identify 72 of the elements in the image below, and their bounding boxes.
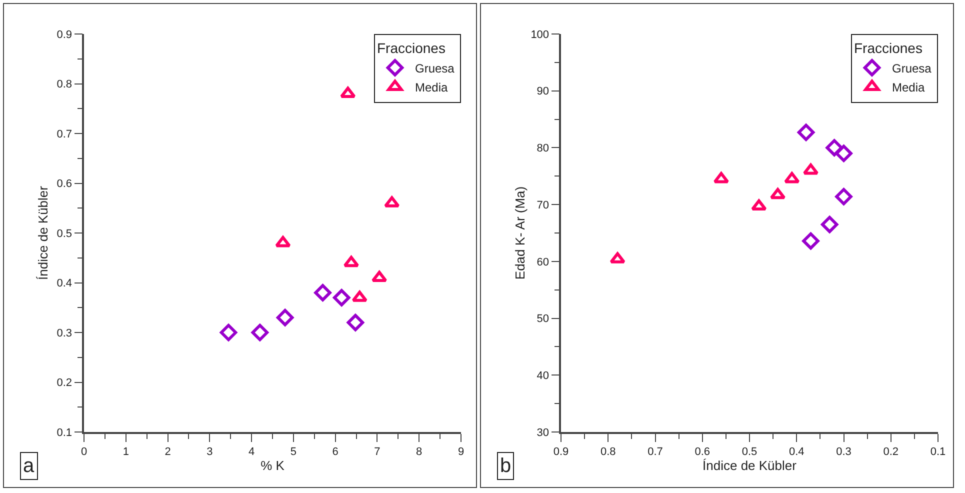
y-tick-label: 0.2 <box>56 377 72 390</box>
point <box>797 124 815 142</box>
text: b <box>500 455 512 477</box>
y-tick-label: 0.8 <box>56 78 72 91</box>
y-tick-label: 100 <box>530 28 550 41</box>
point <box>343 256 360 268</box>
y-tick-label: 30 <box>536 426 550 439</box>
x-tick-label: 3 <box>206 446 213 458</box>
text: a <box>23 455 35 477</box>
y-axis-title: Índice de Kübler <box>36 185 50 280</box>
legend-title: Fracciones <box>854 40 922 56</box>
x-tick-label: 0.8 <box>600 446 616 458</box>
x-tick-label: 0.7 <box>648 446 663 458</box>
legend-label: Media <box>415 80 448 94</box>
y-tick-label: 0.3 <box>56 327 72 340</box>
point <box>770 188 786 200</box>
point <box>220 324 238 342</box>
y-axis-title: Edad K- Ar (Ma) <box>512 186 528 280</box>
x-tick-label: 1 <box>122 446 129 458</box>
legend-label: Gruesa <box>415 61 455 76</box>
y-tick-label: 0.1 <box>56 426 72 439</box>
x-tick-label: 0.5 <box>742 446 758 458</box>
point <box>610 252 626 264</box>
x-tick-label: 0 <box>80 446 88 458</box>
x-tick-label: 2 <box>164 446 171 458</box>
x-tick-label: 0.1 <box>930 446 946 458</box>
x-tick-label: 0.3 <box>836 446 852 458</box>
y-tick-label: 0.6 <box>56 178 72 190</box>
y-tick-label: 0.9 <box>56 28 72 41</box>
point <box>751 199 767 211</box>
point <box>835 188 852 206</box>
x-tick-label: 6 <box>332 446 338 458</box>
y-tick-label: 60 <box>536 256 550 268</box>
point <box>826 139 843 156</box>
point <box>275 236 291 248</box>
point <box>784 172 800 184</box>
y-tick-label: 50 <box>536 313 550 326</box>
legend-title: Fracciones <box>377 40 446 56</box>
y-tick-label: 0.4 <box>56 278 72 290</box>
point <box>820 216 838 234</box>
point <box>314 284 332 302</box>
x-tick-label: 5 <box>290 446 297 458</box>
point <box>352 290 368 302</box>
point <box>340 86 356 98</box>
point <box>384 196 400 208</box>
point <box>346 314 364 332</box>
x-axis-title: % K <box>260 458 285 474</box>
point <box>332 289 350 306</box>
legend-label: Media <box>892 80 926 94</box>
y-tick-label: 80 <box>536 142 550 155</box>
legend-label: Gruesa <box>892 61 932 76</box>
point <box>802 163 819 175</box>
y-tick-label: 70 <box>536 199 550 212</box>
x-tick-label: 0.2 <box>883 446 899 458</box>
x-tick-label: 0.6 <box>694 446 710 458</box>
x-axis-title: Índice de Kübler <box>702 458 798 474</box>
x-tick-label: 0.9 <box>553 446 569 458</box>
y-tick-label: 0.7 <box>56 128 72 140</box>
point <box>371 270 388 282</box>
y-tick-label: 40 <box>536 370 550 382</box>
point <box>713 172 730 184</box>
point <box>802 232 820 250</box>
y-tick-label: 90 <box>536 86 550 98</box>
x-tick-label: 9 <box>458 446 464 458</box>
x-tick-label: 0.4 <box>788 446 804 458</box>
x-tick-label: 4 <box>248 446 255 458</box>
x-tick-label: 8 <box>416 446 422 458</box>
x-tick-label: 7 <box>374 446 380 458</box>
y-tick-label: 0.5 <box>56 228 72 240</box>
point <box>276 308 294 326</box>
point <box>835 144 852 162</box>
point <box>251 324 269 342</box>
